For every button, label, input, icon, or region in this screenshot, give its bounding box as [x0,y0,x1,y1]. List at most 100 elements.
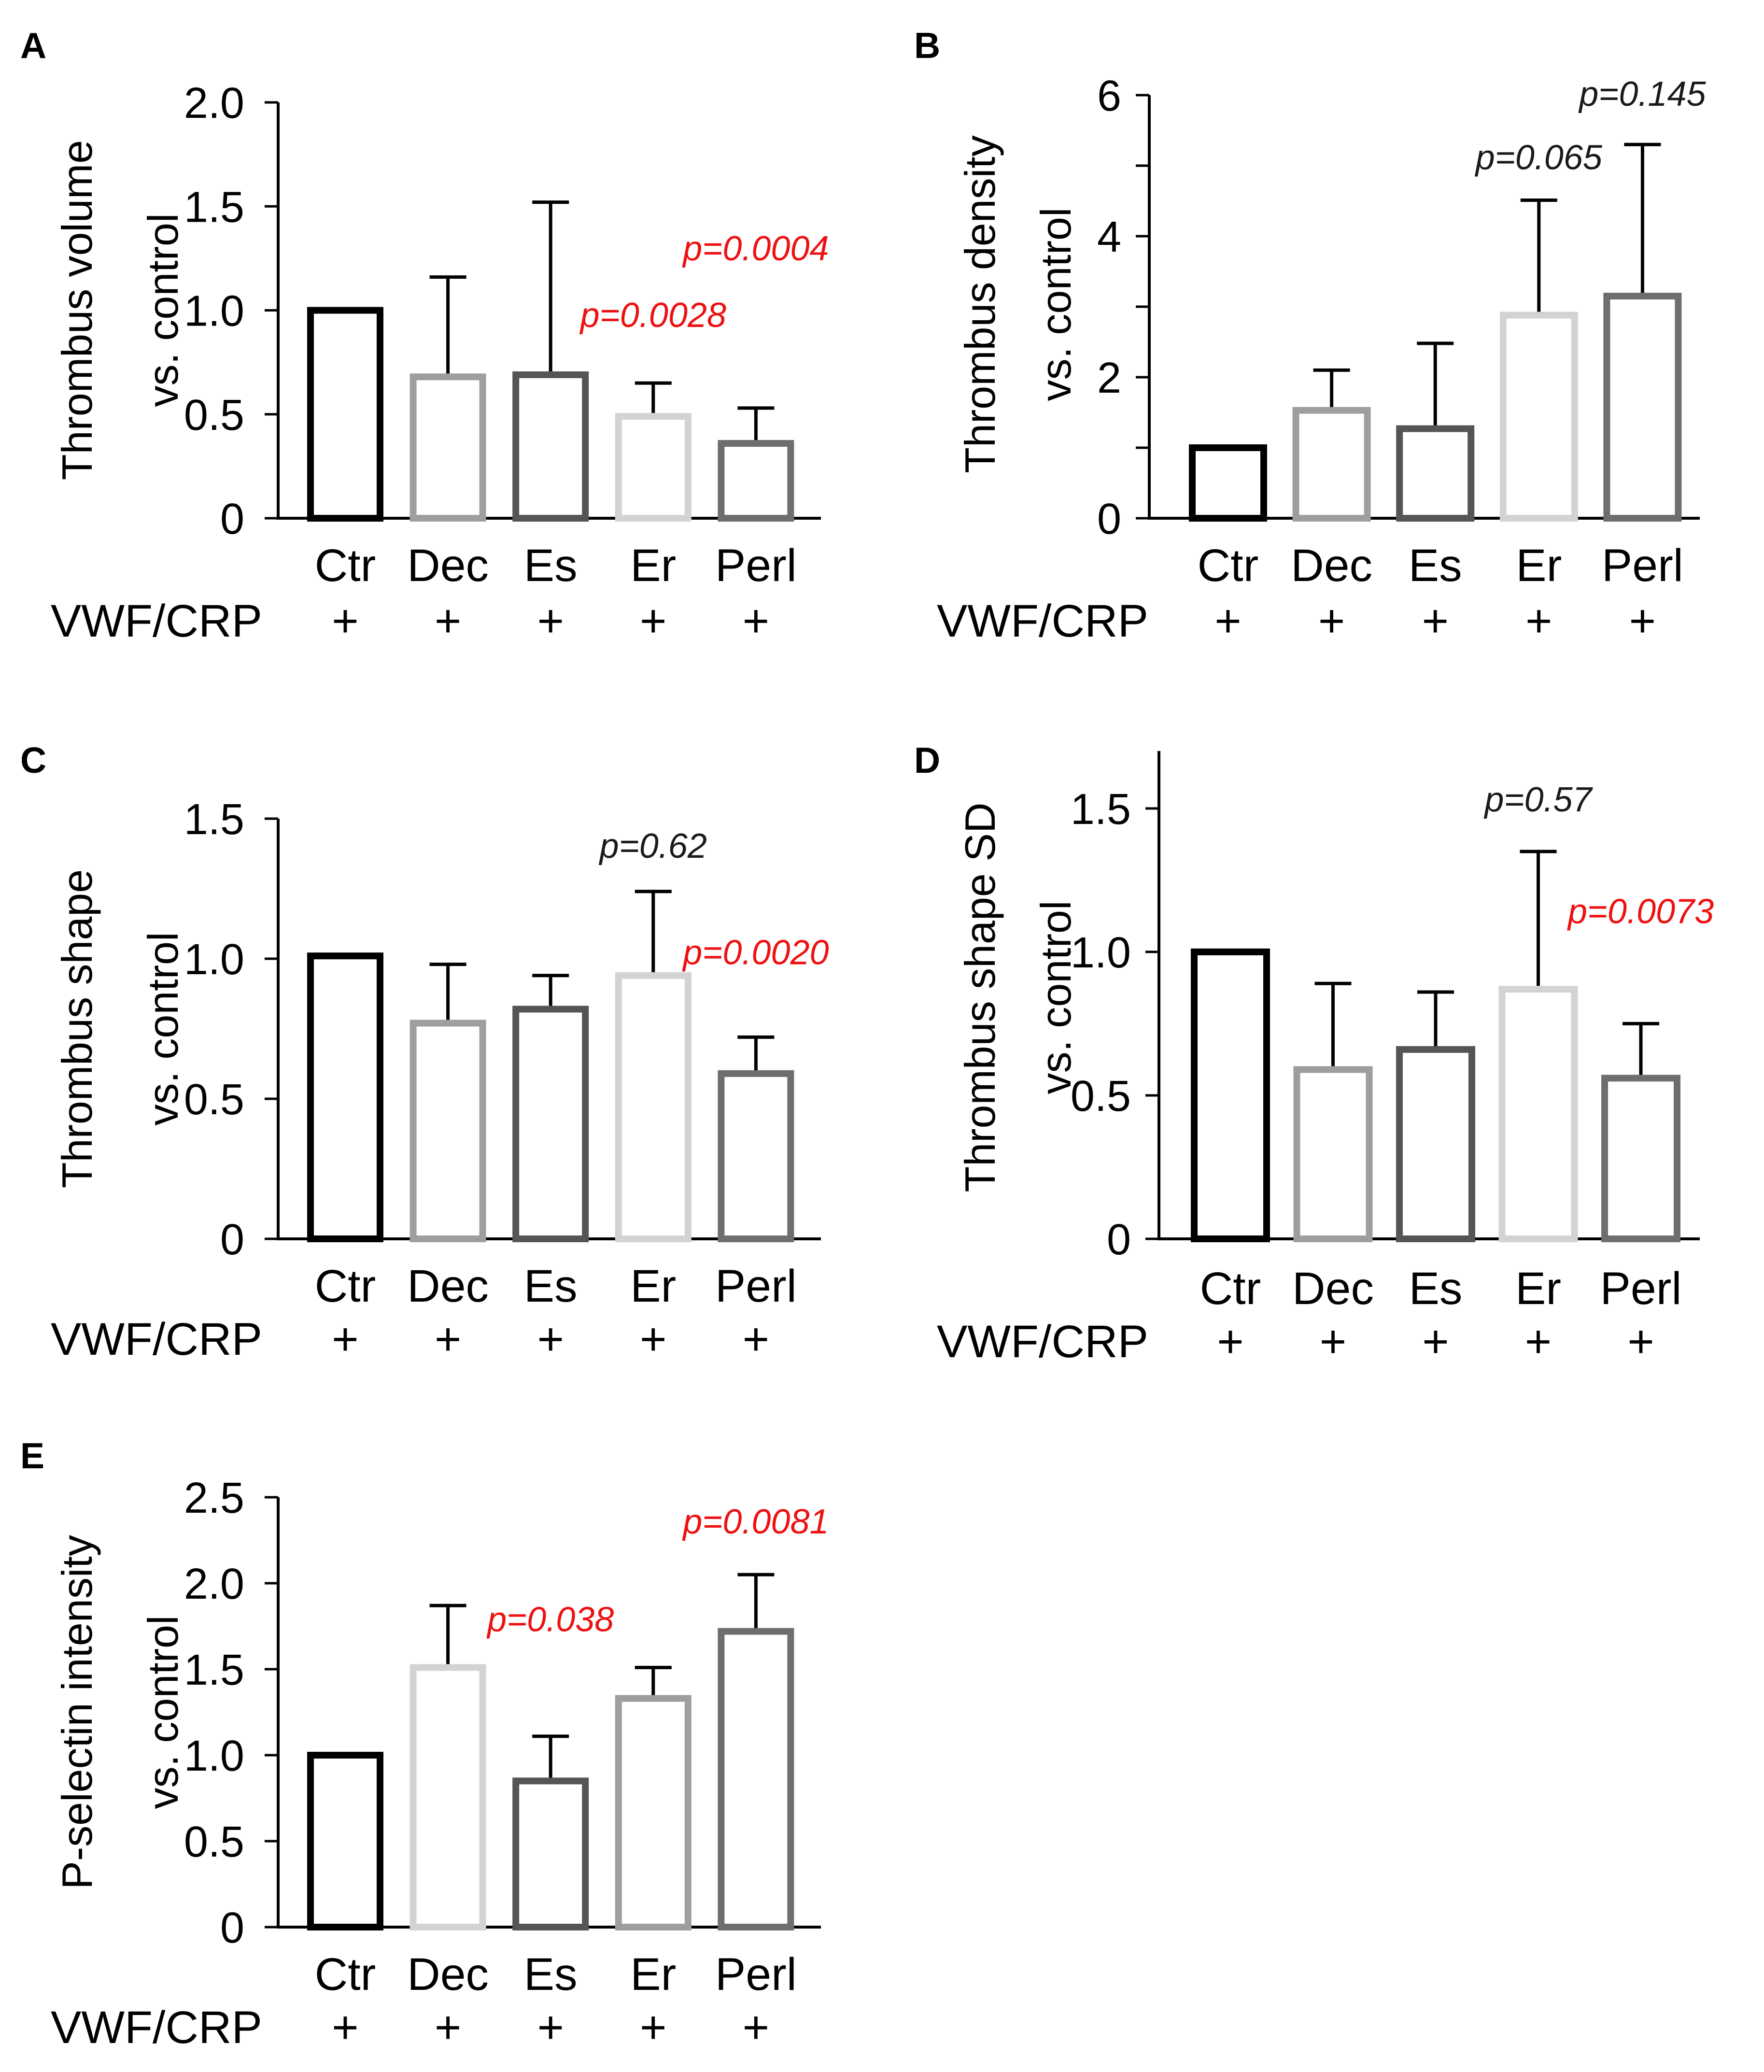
treatment-mark-b: + [1525,596,1552,647]
bar-a-er [615,413,691,522]
bar-a-perl [718,440,794,522]
y-tick-label-b: 0 [1097,495,1121,543]
y-tick-label-a: 1.0 [184,287,244,336]
treatment-mark-e: + [435,2002,461,2053]
category-label-b: Perl [1602,540,1683,591]
bar-a-es [512,371,589,522]
y-tick-label-d: 1.0 [1071,929,1131,977]
category-label-b: Ctr [1198,540,1259,591]
y-tick-label-a: 0 [220,495,244,543]
treatment-mark-a: + [435,596,461,647]
y-tick-label-b: 6 [1097,72,1121,120]
bar-e-es [512,1777,589,1930]
y-tick-label-b: 4 [1097,213,1121,261]
y-tick-label-e: 2.0 [184,1560,244,1608]
category-label-d: Perl [1600,1263,1682,1314]
category-label-a: Dec [407,540,489,591]
treatment-mark-a: + [640,596,666,647]
category-label-c: Er [630,1261,676,1312]
treatment-mark-c: + [435,1314,461,1365]
y-axis-title-line2-c: vs. control [139,932,187,1125]
bar-b-er [1499,312,1578,522]
bar-b-dec [1292,407,1371,522]
treatment-mark-c: + [332,1314,358,1365]
bar-c-er [615,972,691,1243]
category-label-d: Es [1409,1263,1463,1314]
y-tick-label-e: 2.5 [184,1474,244,1522]
bar-b-ctr [1189,444,1267,522]
bar-e-perl [718,1628,794,1930]
p-value-annotation-e: p=0.0081 [682,1503,829,1541]
treatment-label-b: VWF/CRP [937,596,1148,647]
bar-d-er [1498,986,1578,1242]
treatment-mark-b: + [1422,596,1448,647]
bar-c-es [512,1006,589,1242]
p-value-annotation-a: p=0.0028 [579,296,726,335]
category-label-e: Dec [407,1949,489,2000]
treatment-mark-c: + [743,1314,769,1365]
p-value-annotation-b: p=0.145 [1578,75,1706,114]
panel-a: A 0 0.5 1.0 1.5 2.0 Thrombus volume vs. control… [20,25,829,647]
y-tick-label-c: 1.5 [184,795,244,844]
treatment-mark-d: + [1320,1316,1346,1367]
bar-d-ctr [1191,948,1270,1242]
category-label-e: Ctr [315,1949,376,2000]
treatment-mark-b: + [1214,596,1241,647]
category-label-a: Es [524,540,578,591]
panel-d: D 0 0.5 1.0 1.5 Thrombus shape SD vs. control C… [914,740,1714,1367]
bar-a-dec [409,373,486,522]
category-label-d: Dec [1292,1263,1374,1314]
category-label-a: Er [630,540,676,591]
treatment-mark-d: + [1627,1316,1654,1367]
category-label-e: Es [524,1949,578,2000]
bar-c-ctr [307,952,383,1242]
y-axis-title-line2-e: vs. control [139,1615,187,1809]
bar-e-ctr [307,1752,383,1930]
treatment-mark-d: + [1217,1316,1243,1367]
y-axis-title-line1-e: P-selectin intensity [53,1535,101,1889]
p-value-annotation-d: p=0.57 [1483,781,1593,819]
treatment-mark-a: + [537,596,564,647]
y-tick-label-a: 1.5 [184,183,244,231]
treatment-mark-d: + [1525,1316,1552,1367]
y-axis-title-line2-a: vs. control [139,213,187,407]
bar-a-ctr [307,307,383,522]
treatment-label-e: VWF/CRP [51,2002,262,2053]
y-tick-label-a: 0.5 [184,391,244,440]
y-axis-title-line1-a: Thrombus volume [53,140,101,480]
y-tick-label-e: 0.5 [184,1818,244,1866]
category-label-e: Er [630,1949,676,2000]
category-label-a: Perl [715,540,797,591]
treatment-mark-c: + [640,1314,666,1365]
category-label-c: Ctr [315,1261,376,1312]
y-axis-title-line2-b: vs. control [1032,207,1080,401]
p-value-annotation-e: p=0.038 [486,1601,614,1639]
bar-d-perl [1601,1075,1680,1243]
p-value-annotation-d: p=0.0073 [1567,892,1714,931]
treatment-mark-e: + [332,2002,358,2053]
y-tick-label-d: 1.5 [1071,785,1131,834]
category-label-d: Er [1515,1263,1561,1314]
treatment-mark-b: + [1318,596,1345,647]
panel-e: E 0 0.5 1.0 1.5 2.0 2.5 P-selectin intensity vs.… [20,1435,829,2053]
panel-letter-e: E [20,1435,44,1476]
treatment-label-a: VWF/CRP [51,596,262,647]
treatment-mark-e: + [640,2002,666,2053]
panel-letter-d: D [914,740,940,781]
panel-letter-c: C [20,740,46,781]
bar-e-er [615,1695,691,1931]
p-value-annotation-a: p=0.0004 [682,229,829,268]
y-tick-label-b: 2 [1097,354,1121,402]
bar-c-dec [409,1020,486,1242]
y-axis-title-line2-d: vs. control [1032,900,1080,1094]
treatment-mark-b: + [1629,596,1656,647]
y-axis-title-line1-c: Thrombus shape [53,869,101,1188]
treatment-mark-e: + [537,2002,564,2053]
category-label-c: Dec [407,1261,489,1312]
p-value-annotation-c: p=0.0020 [682,934,829,972]
y-axis-title-line1-d: Thrombus shape SD [956,802,1004,1192]
category-label-c: Es [524,1261,578,1312]
y-tick-label-d: 0 [1107,1216,1131,1264]
panel-letter-b: B [914,25,940,66]
